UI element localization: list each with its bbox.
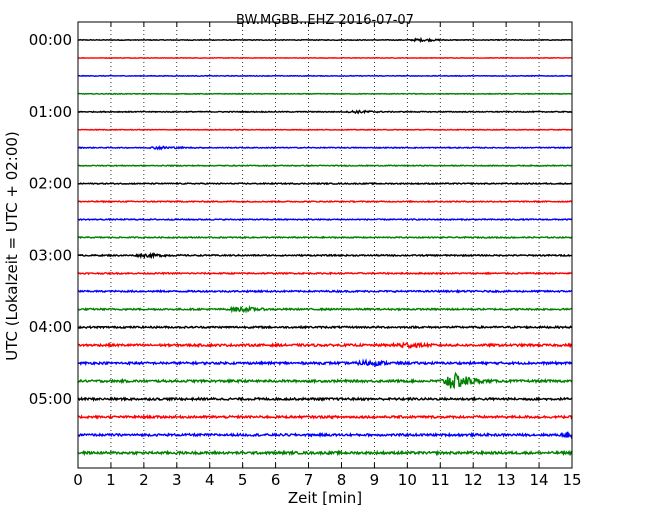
x-tick-label: 12 [464, 471, 483, 489]
trace-line [77, 217, 573, 222]
y-tick-label: 05:00 [29, 390, 72, 408]
y-tick-label: 01:00 [29, 103, 72, 121]
y-axis-label: UTC (Lokalzeit = UTC + 02:00) [3, 131, 21, 361]
chart-title: BW.MGBB..EHZ 2016-07-07 [236, 13, 414, 28]
x-tick-label: 10 [398, 471, 417, 489]
trace-line [77, 199, 573, 204]
trace-line [77, 74, 573, 78]
trace-line [77, 251, 573, 260]
trace-line [77, 92, 573, 96]
x-tick-label: 15 [562, 471, 581, 489]
trace-line [77, 145, 573, 151]
x-tick-label: 9 [370, 471, 380, 489]
x-tick-label: 4 [205, 471, 215, 489]
trace-line [77, 371, 573, 390]
trace-line [77, 341, 573, 350]
trace-line [77, 304, 573, 314]
y-tick-label: 02:00 [29, 175, 72, 193]
y-tick-label: 00:00 [29, 31, 72, 49]
trace-line [77, 128, 573, 131]
trace-line [77, 449, 573, 457]
trace-line [77, 271, 573, 276]
x-tick-label: 11 [431, 471, 450, 489]
trace-line [77, 414, 573, 420]
x-tick-label: 5 [238, 471, 248, 489]
x-tick-label: 2 [139, 471, 149, 489]
x-tick-label: 3 [172, 471, 182, 489]
x-tick-label: 0 [73, 471, 83, 489]
trace-line [77, 56, 573, 60]
x-tick-label: 13 [497, 471, 516, 489]
x-tick-label: 14 [530, 471, 549, 489]
axis-ticks [77, 22, 573, 468]
y-tick-label: 04:00 [29, 318, 72, 336]
trace-line [77, 36, 573, 44]
trace-line [77, 109, 573, 115]
trace-line [77, 288, 573, 294]
x-axis-label: Zeit [min] [288, 489, 362, 507]
trace-line [77, 431, 573, 440]
y-tick-label: 03:00 [29, 246, 72, 264]
trace-lines [77, 36, 573, 457]
trace-line [77, 395, 573, 403]
x-tick-label: 6 [271, 471, 281, 489]
trace-line [77, 235, 573, 240]
x-tick-label: 8 [337, 471, 347, 489]
x-tick-label: 7 [304, 471, 314, 489]
trace-line [77, 358, 573, 368]
grid-lines [110, 22, 540, 468]
plot-frame [77, 21, 573, 469]
trace-line [77, 324, 573, 330]
trace-line [77, 164, 573, 168]
x-tick-label: 1 [106, 471, 116, 489]
trace-line [77, 181, 573, 186]
